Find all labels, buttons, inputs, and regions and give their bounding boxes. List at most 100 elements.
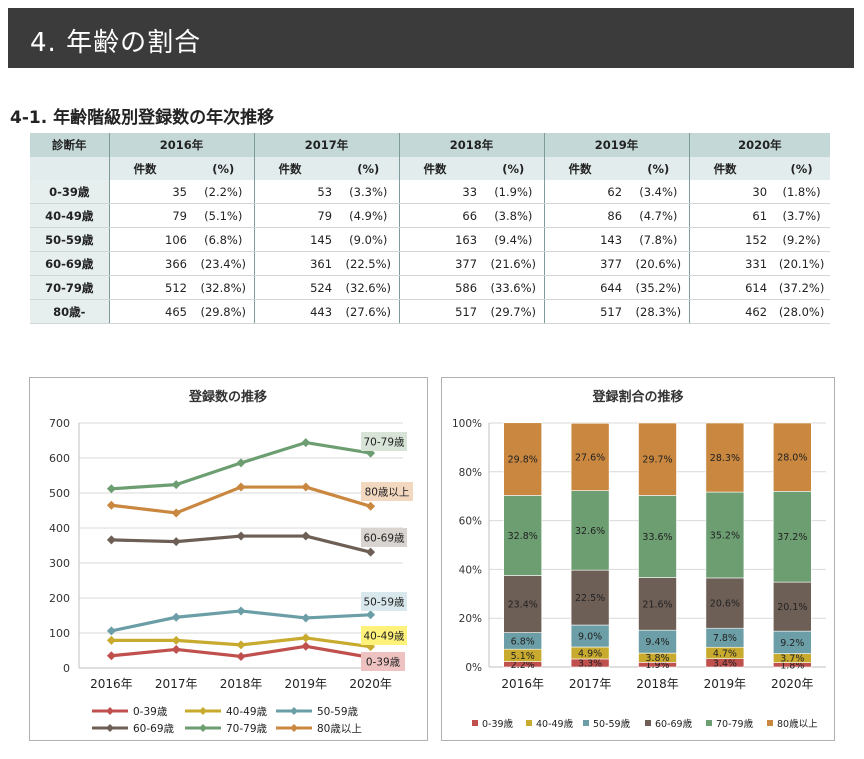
y-tick-label: 700 xyxy=(49,417,70,430)
pct-cell: (6.8%) xyxy=(193,227,255,252)
bar-data-label: 3.3% xyxy=(578,658,602,669)
bar-data-label: 1.9% xyxy=(645,660,669,671)
count-cell: 443 xyxy=(253,299,339,324)
bar-data-label: 37.2% xyxy=(777,532,807,543)
count-cell: 145 xyxy=(253,227,339,252)
table-row: 60-69歳 366 (23.4%) 361 (22.5%) 377 (21.6%) 377(… xyxy=(30,251,831,276)
pct-cell: (28.0%) xyxy=(773,299,831,324)
x-tick-label: 2018年 xyxy=(636,677,679,691)
year-header: 2019年 xyxy=(543,133,690,157)
pct-header: (%) xyxy=(628,157,690,180)
data-point xyxy=(106,500,116,510)
legend-marker xyxy=(290,707,298,715)
subsection-title: 4-1. 年齢階級別登録数の年次推移 xyxy=(10,108,275,128)
count-cell: 143 xyxy=(543,227,629,252)
x-tick-label: 2016年 xyxy=(90,677,133,691)
y-tick-label: 200 xyxy=(49,592,70,605)
pct-cell: (4.9%) xyxy=(338,203,400,228)
age-group-label: 40-49歳 xyxy=(30,203,109,228)
data-point xyxy=(171,508,181,518)
bar-segment xyxy=(772,422,812,492)
count-cell: 361 xyxy=(253,251,339,276)
data-point xyxy=(301,438,311,448)
legend-label: 80歳以上 xyxy=(777,718,818,730)
legend-swatch xyxy=(526,720,532,726)
data-point xyxy=(171,537,181,547)
data-point xyxy=(236,482,246,492)
pct-cell: (29.8%) xyxy=(193,299,255,324)
bar-data-label: 22.5% xyxy=(575,593,605,604)
bar-data-label: 21.6% xyxy=(642,599,672,610)
line-chart-panel: 登録数の推移 0 100 200 300 400 500 600 700 2016年 2017年 20… xyxy=(29,377,428,741)
pct-cell: (35.2%) xyxy=(628,275,690,300)
bar-segment xyxy=(638,495,677,578)
legend-label: 0-39歳 xyxy=(482,718,514,730)
data-point xyxy=(106,651,116,661)
pct-cell: (9.0%) xyxy=(338,227,400,252)
count-cell: 517 xyxy=(543,299,629,324)
table-row: 70-79歳 512 (32.8%) 524 (32.6%) 586 (33.6%) 644(… xyxy=(30,275,831,300)
table-subheader-row: 件数 (%) 件数 (%) 件数 (%) 件数 (%) 件数 (%) xyxy=(30,157,831,180)
data-point xyxy=(236,458,246,468)
age-registration-table: 診断年 2016年 2017年 2018年 2019年 2020年 件数 (%)… xyxy=(30,133,831,324)
bar-data-label: 33.6% xyxy=(642,532,672,543)
count-cell: 462 xyxy=(688,299,774,324)
count-cell: 86 xyxy=(543,203,629,228)
pct-cell: (3.4%) xyxy=(628,180,690,204)
data-point xyxy=(171,644,181,654)
y-tick-label: 400 xyxy=(49,522,70,535)
legend-marker xyxy=(106,707,114,715)
pct-cell: (32.6%) xyxy=(338,275,400,300)
bar-data-label: 4.7% xyxy=(713,648,737,659)
x-tick-label: 2020年 xyxy=(771,677,814,691)
legend-marker xyxy=(199,707,207,715)
chart-title: 登録割合の推移 xyxy=(591,389,683,405)
bar-segment xyxy=(570,422,610,491)
table-corner-cell: 診断年 xyxy=(30,133,109,157)
y-tick-label: 0 xyxy=(63,662,70,675)
bar-segment xyxy=(570,569,610,626)
count-cell: 66 xyxy=(398,203,484,228)
line-chart: 登録数の推移 0 100 200 300 400 500 600 700 2016年 2017年 20… xyxy=(49,389,413,735)
end-label-box xyxy=(361,432,407,451)
data-point xyxy=(301,531,311,541)
count-cell: 152 xyxy=(688,227,774,252)
data-point xyxy=(106,484,116,494)
count-header: 件数 xyxy=(253,157,339,180)
y-tick-label: 0% xyxy=(465,662,482,674)
pct-header: (%) xyxy=(338,157,400,180)
stacked-bar-chart: 登録割合の推移 0% 20% 40% 60% 80% 100% 2016年 2.2%5.1% 6.… xyxy=(452,389,826,730)
bar-data-label: 20.1% xyxy=(777,602,807,613)
legend-label: 50-59歳 xyxy=(317,706,359,718)
legend-label: 80歳以上 xyxy=(317,723,362,735)
y-tick-label: 40% xyxy=(459,564,482,576)
data-point xyxy=(171,480,181,490)
table-row: 80歳- 465 (29.8%) 443 (27.6%) 517 (29.7%) 517 (28… xyxy=(30,299,831,324)
y-tick-label: 80% xyxy=(459,467,482,479)
end-label: 50-59歳 xyxy=(363,597,405,609)
x-tick-label: 2016年 xyxy=(501,677,544,691)
data-point xyxy=(171,635,181,645)
count-cell: 163 xyxy=(398,227,484,252)
bar-data-label: 7.8% xyxy=(713,633,737,644)
y-tick-label: 600 xyxy=(49,452,70,465)
data-point xyxy=(366,501,376,511)
legend-swatch xyxy=(767,720,773,726)
bar-data-label: 29.8% xyxy=(508,455,538,466)
bar-segment xyxy=(772,581,812,632)
count-cell: 33 xyxy=(398,180,484,204)
age-group-label: 80歳- xyxy=(30,299,109,324)
count-header: 件数 xyxy=(108,157,193,180)
data-point xyxy=(301,641,311,651)
legend-label: 70-79歳 xyxy=(716,718,754,730)
bar-segment xyxy=(705,422,745,493)
pct-cell: (5.1%) xyxy=(193,203,255,228)
legend-marker xyxy=(106,724,114,732)
end-label: 70-79歳 xyxy=(363,437,405,449)
count-header: 件数 xyxy=(688,157,774,180)
legend-label: 0-39歳 xyxy=(133,706,168,718)
pct-cell: (29.7%) xyxy=(483,299,545,324)
data-point xyxy=(236,640,246,650)
pct-header: (%) xyxy=(483,157,545,180)
count-header: 件数 xyxy=(543,157,629,180)
